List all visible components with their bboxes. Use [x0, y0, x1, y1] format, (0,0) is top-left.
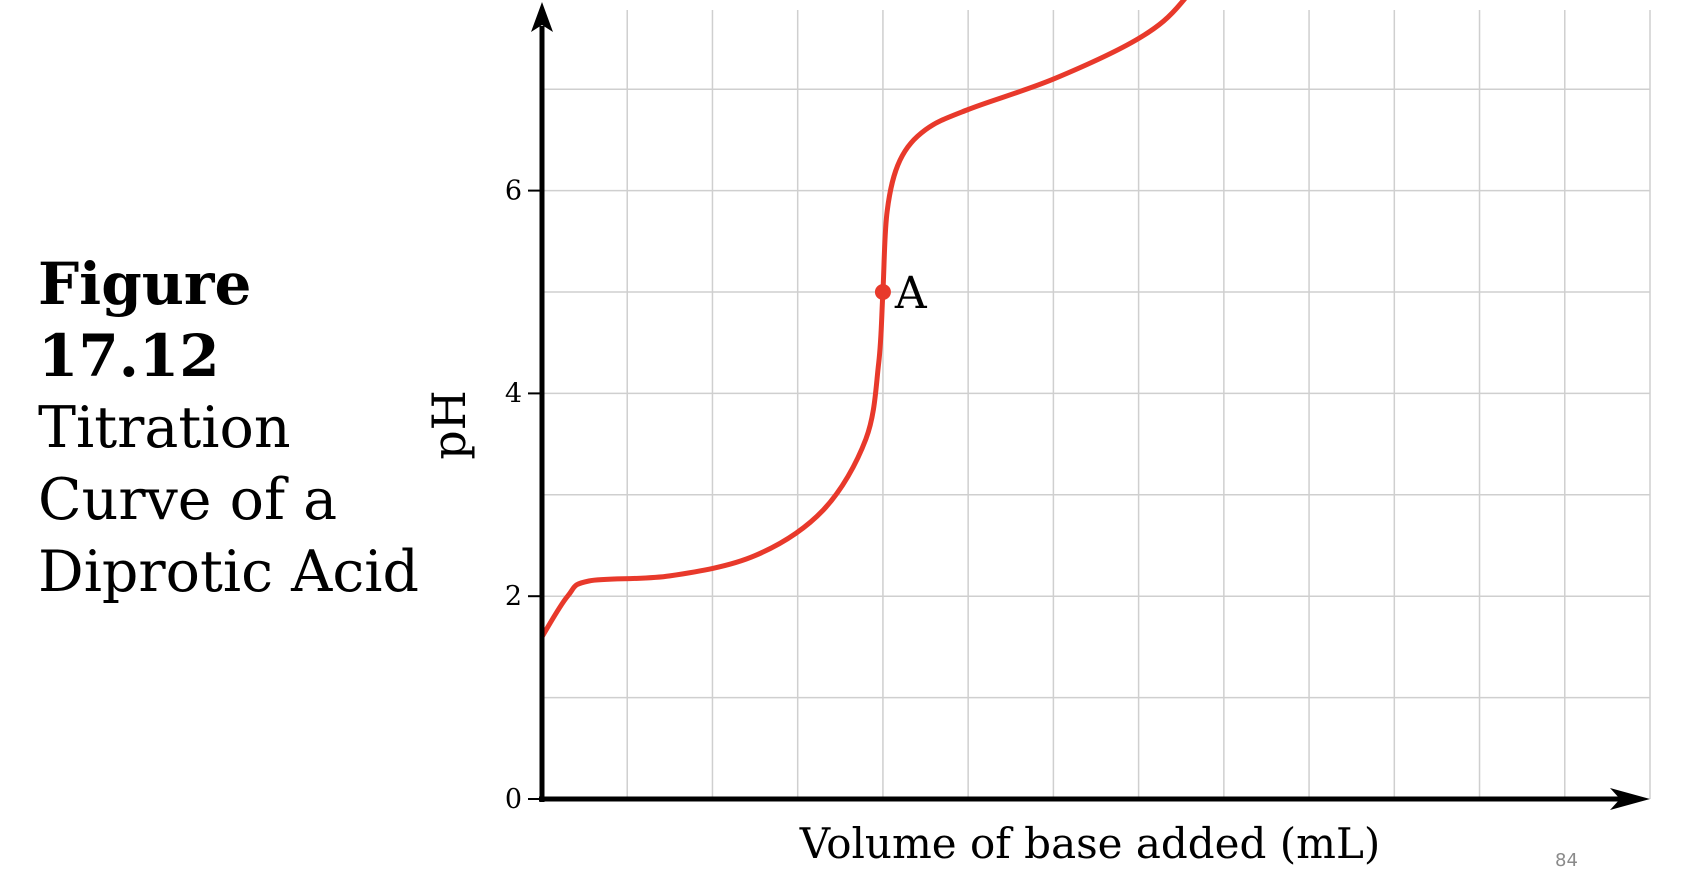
point-a-label: A	[894, 268, 928, 319]
y-tick-label: 8	[505, 0, 522, 4]
annotations: AB	[874, 268, 928, 319]
caption-line-3: Diprotic Acid	[38, 539, 419, 605]
y-tick-label: 0	[505, 784, 522, 815]
y-tick-label: 2	[505, 581, 522, 612]
chart-grid	[542, 10, 1651, 799]
page-number: 84	[1555, 850, 1578, 871]
y-tick-label: 4	[505, 378, 522, 409]
figure-number: 17.12	[38, 322, 220, 390]
y-axis-arrow	[531, 2, 553, 32]
x-axis-label: Volume of base added (mL)	[799, 819, 1381, 868]
figure-label: Figure	[38, 250, 252, 318]
y-axis-ticks: 02468101214	[505, 0, 542, 815]
y-tick-label: 6	[505, 176, 522, 207]
y-axis-label: pH	[422, 390, 476, 460]
titration-curve	[539, 0, 1188, 640]
chart-axes	[531, 2, 1650, 810]
caption-line-1: Titration	[38, 395, 291, 461]
x-axis-arrow	[1610, 788, 1650, 810]
figure-caption: Figure 17.12 Titration Curve of a Diprot…	[38, 248, 438, 608]
point-a-marker	[874, 284, 891, 300]
caption-line-2: Curve of a	[38, 467, 338, 533]
